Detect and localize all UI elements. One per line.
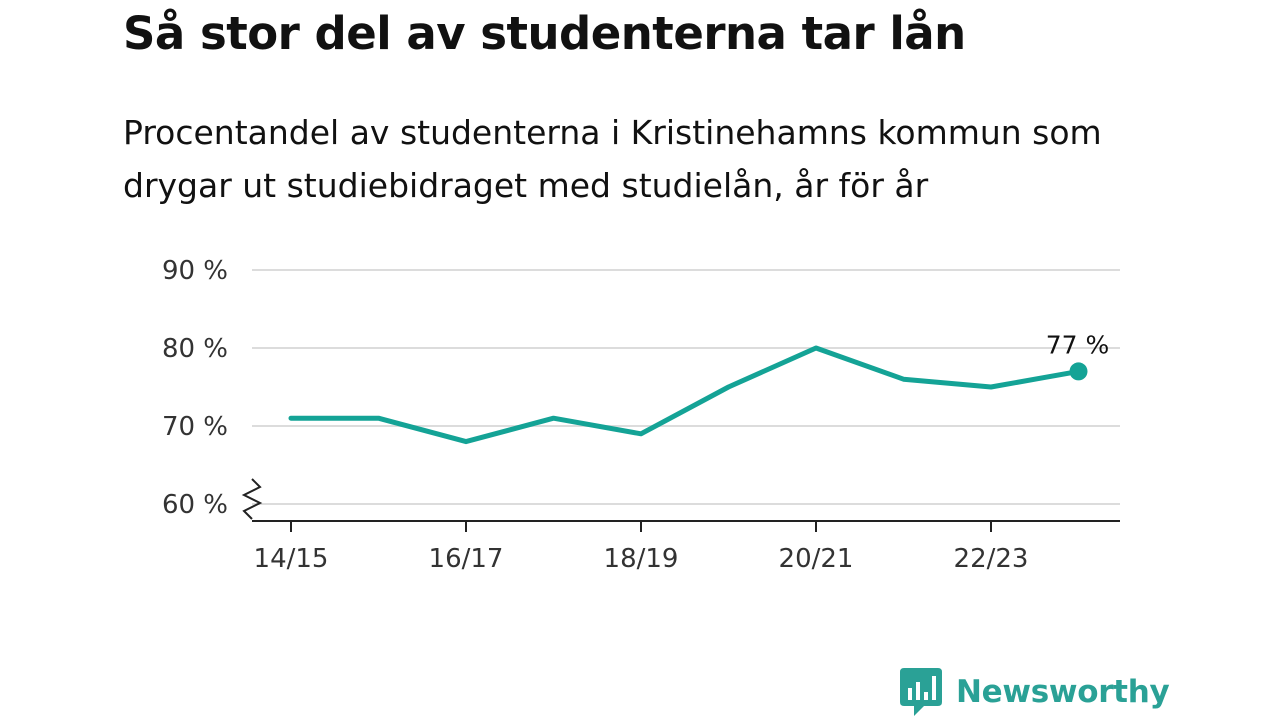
line-chart: 60 % 70 % 80 % 90 % 14/15 16/17 18/19 20/21 22/… <box>162 256 1120 574</box>
gridlines <box>252 269 1120 505</box>
data-label: 77 % <box>1046 330 1110 359</box>
x-tick-label: 14/15 <box>254 544 329 574</box>
data-labels: 77 % <box>1046 330 1110 359</box>
series-line <box>288 345 1081 445</box>
x-axis-tick-labels: 14/15 16/17 18/19 20/21 22/23 <box>254 521 1029 574</box>
y-tick-label: 90 % <box>162 256 228 286</box>
axis-break-icon <box>241 478 263 520</box>
y-tick-label: 70 % <box>162 412 228 442</box>
y-axis-tick-labels: 60 % 70 % 80 % 90 % <box>162 256 228 520</box>
chart-subtitle: Procentandel av studenterna i Kristineha… <box>123 113 1102 205</box>
chart-title: Så stor del av studenterna tar lån <box>123 7 966 60</box>
data-points <box>1069 362 1088 381</box>
y-tick-label: 60 % <box>162 490 228 520</box>
newsworthy-logo: Newsworthy <box>900 668 1170 716</box>
x-axis <box>241 478 1120 522</box>
x-tick-label: 16/17 <box>429 544 504 574</box>
series-lines <box>288 345 1081 445</box>
brand-name: Newsworthy <box>956 674 1170 710</box>
newsworthy-logo-icon <box>900 668 942 716</box>
end-point-marker <box>1069 362 1088 381</box>
y-tick-label: 80 % <box>162 334 228 364</box>
x-tick-label: 20/21 <box>779 544 854 574</box>
x-tick-label: 18/19 <box>604 544 679 574</box>
x-tick-label: 22/23 <box>954 544 1029 574</box>
